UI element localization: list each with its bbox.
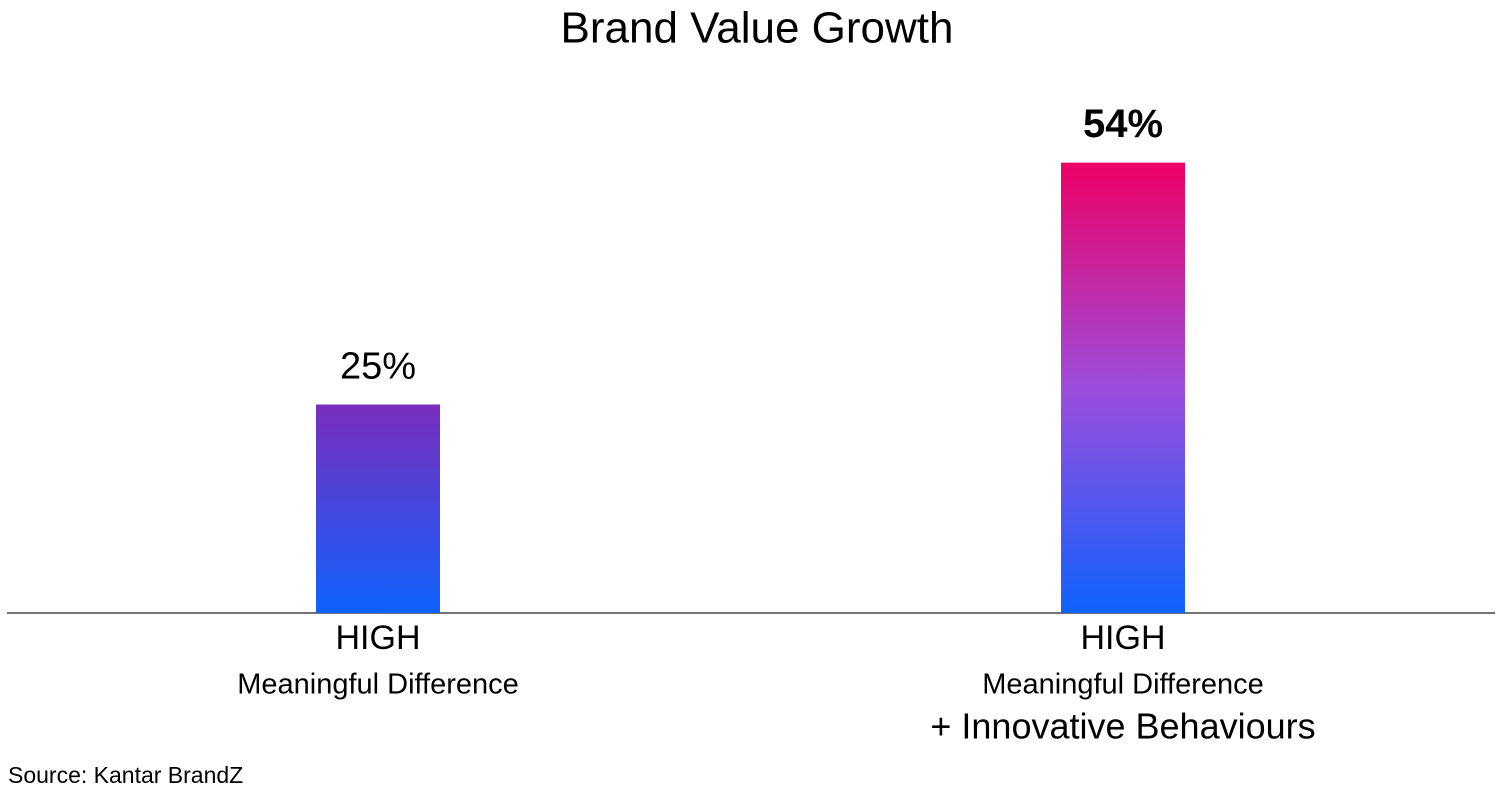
x-tick-label: Meaningful Difference [982,669,1264,701]
x-tick-label: HIGH [1081,619,1166,657]
x-tick-label: + Innovative Behaviours [930,706,1315,747]
chart-title: Brand Value Growth [561,4,954,53]
bar [316,404,440,613]
value-label: 54% [1083,102,1163,146]
x-tick-label: HIGH [336,619,421,657]
x-tick-label: Meaningful Difference [237,669,519,701]
source-note: Source: Kantar BrandZ [8,762,243,788]
value-label: 25% [340,346,416,388]
bar [1061,162,1185,613]
